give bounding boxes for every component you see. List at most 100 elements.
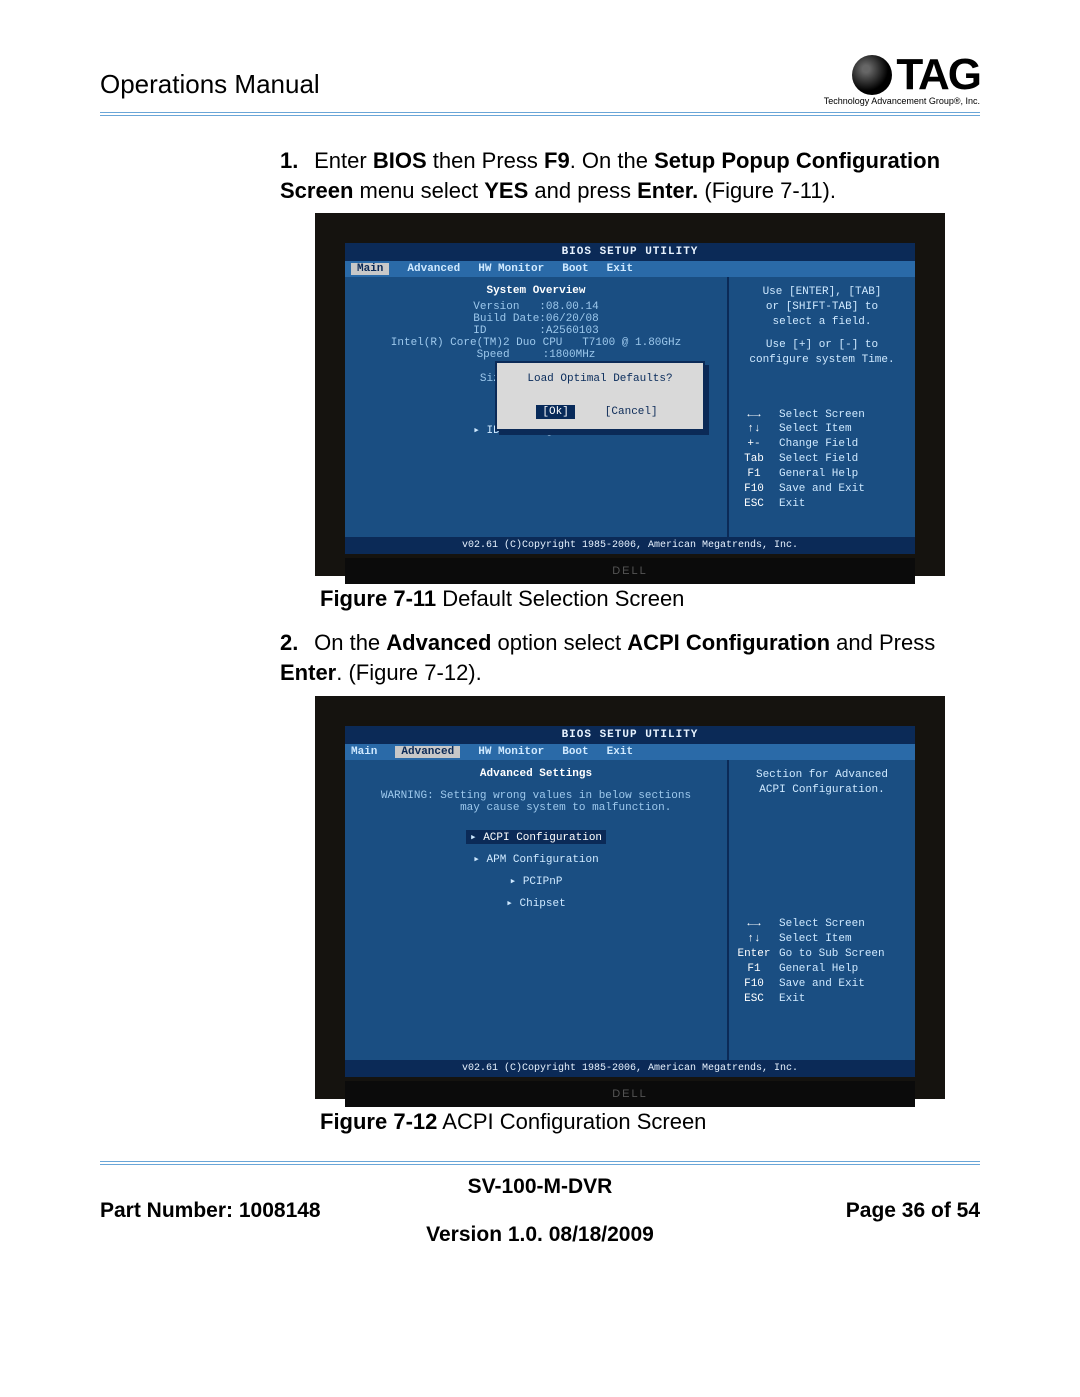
bios1-popup-question: Load Optimal Defaults? xyxy=(505,373,695,385)
bios1-tabs: Main Advanced HW Monitor Boot Exit xyxy=(345,261,915,277)
bios1-tab-boot[interactable]: Boot xyxy=(562,263,588,275)
bios2-title: BIOS SETUP UTILITY xyxy=(345,726,915,744)
step-1: 1. Enter BIOS then Press F9. On the Setu… xyxy=(280,146,980,205)
bios2-apm-config[interactable]: APM Configuration xyxy=(355,852,717,866)
bios1-key4a: F1 xyxy=(737,467,771,482)
footer-version: Version 1.0. 08/18/2009 xyxy=(100,1223,980,1247)
bios1-key0a: ←→ xyxy=(737,408,771,423)
step-1-t2: . On the xyxy=(570,148,654,173)
bios1-tab-exit[interactable]: Exit xyxy=(607,263,633,275)
bios2-warn2: may cause system to malfunction. xyxy=(355,802,717,814)
step-2-t3: . (Figure 7-12). xyxy=(336,660,482,685)
step-2-b3: Enter xyxy=(280,660,336,685)
bios1-tab-hwmonitor[interactable]: HW Monitor xyxy=(478,263,544,275)
bios2-tab-advanced[interactable]: Advanced xyxy=(395,746,460,758)
step-1-b2: F9 xyxy=(544,148,570,173)
figure-7-11: BIOS SETUP UTILITY Main Advanced HW Moni… xyxy=(315,213,945,576)
bios1-help3: Use [+] or [-] to xyxy=(737,338,907,353)
bios1-popup: Load Optimal Defaults? [Ok] [Cancel] xyxy=(495,361,705,431)
bios2-key5b: Exit xyxy=(779,992,805,1007)
bios2-help1: ACPI Configuration. xyxy=(737,783,907,798)
step-2-t2: and Press xyxy=(830,630,935,655)
bios2-key4b: Save and Exit xyxy=(779,977,865,992)
step-2-b1: Advanced xyxy=(386,630,491,655)
figure-7-12: BIOS SETUP UTILITY Main Advanced HW Moni… xyxy=(315,696,945,1099)
bios2-key0a: ←→ xyxy=(737,917,771,932)
bios1-footer: v02.61 (C)Copyright 1985-2006, American … xyxy=(345,537,915,554)
footer-divider xyxy=(100,1161,980,1165)
bios2-key2a: Enter xyxy=(737,947,771,962)
step-1-b4: YES xyxy=(484,178,528,203)
monitor2-brand: DELL xyxy=(345,1081,915,1107)
bios1-key1a: ↑↓ xyxy=(737,422,771,437)
step-1-t5: (Figure 7-11). xyxy=(698,178,836,203)
bios1-popup-cancel[interactable]: [Cancel] xyxy=(599,405,664,419)
bios2-key4a: F10 xyxy=(737,977,771,992)
logo-globe-icon xyxy=(852,55,892,95)
bios1-help1: or [SHIFT-TAB] to xyxy=(737,300,907,315)
fig2-label: Figure 7-12 xyxy=(320,1109,437,1134)
step-1-num: 1. xyxy=(280,146,308,176)
bios1-key2b: Change Field xyxy=(779,437,858,452)
logo-subtext: Technology Advancement Group®, Inc. xyxy=(824,96,980,106)
step-1-t4: and press xyxy=(528,178,637,203)
step-2-t1: option select xyxy=(491,630,627,655)
bios1-heading: System Overview xyxy=(355,285,717,297)
footer-page: Page 36 of 54 xyxy=(846,1199,980,1223)
monitor1-brand: DELL xyxy=(345,558,915,584)
bios1-row0: Version :08.00.14 xyxy=(355,301,717,313)
bios1-key3a: Tab xyxy=(737,452,771,467)
step-1-b1: BIOS xyxy=(373,148,427,173)
bios2-tab-boot[interactable]: Boot xyxy=(562,746,588,758)
bios2-key1b: Select Item xyxy=(779,932,852,947)
bios2-key5a: ESC xyxy=(737,992,771,1007)
bios1-key2a: +- xyxy=(737,437,771,452)
doc-header-title: Operations Manual xyxy=(100,69,320,106)
bios1-key1b: Select Item xyxy=(779,422,852,437)
logo: TAG Technology Advancement Group®, Inc. xyxy=(824,50,980,106)
bios1-tab-main[interactable]: Main xyxy=(351,263,389,275)
bios1-row3: Intel(R) Core(TM)2 Duo CPU T7100 @ 1.80G… xyxy=(355,337,717,349)
bios1-tab-advanced[interactable]: Advanced xyxy=(407,263,460,275)
bios1-key5a: F10 xyxy=(737,482,771,497)
bios2-key2b: Go to Sub Screen xyxy=(779,947,885,962)
bios1-key0b: Select Screen xyxy=(779,408,865,423)
bios2-warn1: WARNING: Setting wrong values in below s… xyxy=(355,790,717,802)
figure-7-12-caption: Figure 7-12 ACPI Configuration Screen xyxy=(320,1109,980,1135)
bios2-tab-main[interactable]: Main xyxy=(351,746,377,758)
step-2: 2. On the Advanced option select ACPI Co… xyxy=(280,628,980,687)
bios1-row2: ID :A2560103 xyxy=(355,325,717,337)
step-2-b2: ACPI Configuration xyxy=(627,630,830,655)
step-2-num: 2. xyxy=(280,628,308,658)
bios1-help2: select a field. xyxy=(737,315,907,330)
bios2-chipset[interactable]: Chipset xyxy=(355,896,717,910)
bios2-key1a: ↑↓ xyxy=(737,932,771,947)
footer-part: Part Number: 1008148 xyxy=(100,1199,321,1223)
step-2-t0: On the xyxy=(314,630,386,655)
bios2-key3a: F1 xyxy=(737,962,771,977)
bios1-key6b: Exit xyxy=(779,497,805,512)
bios1-help4: configure system Time. xyxy=(737,353,907,368)
bios2-heading: Advanced Settings xyxy=(355,768,717,780)
step-1-t3: menu select xyxy=(353,178,484,203)
bios1-help0: Use [ENTER], [TAB] xyxy=(737,285,907,300)
footer-model: SV-100-M-DVR xyxy=(100,1175,980,1199)
bios2-tabs: Main Advanced HW Monitor Boot Exit xyxy=(345,744,915,760)
bios1-key6a: ESC xyxy=(737,497,771,512)
bios2-tab-exit[interactable]: Exit xyxy=(607,746,633,758)
bios2-key3b: General Help xyxy=(779,962,858,977)
bios1-row1: Build Date:06/20/08 xyxy=(355,313,717,325)
bios2-key0b: Select Screen xyxy=(779,917,865,932)
bios2-pcipnp[interactable]: PCIPnP xyxy=(355,874,717,888)
bios2-acpi-config[interactable]: ACPI Configuration xyxy=(466,830,606,844)
step-1-b5: Enter. xyxy=(637,178,698,203)
bios2-footer: v02.61 (C)Copyright 1985-2006, American … xyxy=(345,1060,915,1077)
bios1-popup-ok[interactable]: [Ok] xyxy=(536,405,574,419)
bios2-help0: Section for Advanced xyxy=(737,768,907,783)
bios2-tab-hwmonitor[interactable]: HW Monitor xyxy=(478,746,544,758)
fig1-label: Figure 7-11 xyxy=(320,586,436,611)
header-divider xyxy=(100,112,980,116)
figure-7-11-caption: Figure 7-11 Default Selection Screen xyxy=(320,586,980,612)
logo-text: TAG xyxy=(896,50,980,100)
step-1-t0: Enter xyxy=(314,148,373,173)
